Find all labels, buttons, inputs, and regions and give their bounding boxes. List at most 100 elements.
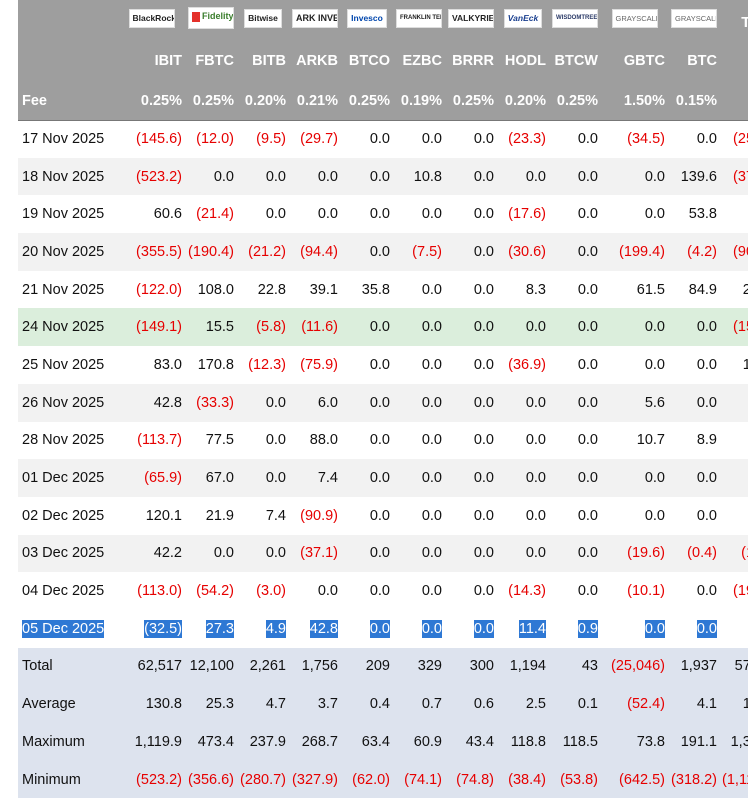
summary-cell: 237.9 — [237, 723, 289, 761]
flow-cell: 108.0 — [185, 270, 237, 309]
flow-cell: (355.5) — [118, 233, 185, 271]
flow-cell: 0.0 — [393, 120, 445, 158]
flow-cell: 0.0 — [549, 496, 601, 535]
flow-cell: 0.0 — [289, 195, 341, 234]
table-row[interactable]: 21 Nov 2025 (122.0) 108.0 22.8 39.1 35.8 0.0 0.… — [18, 270, 748, 309]
flow-cell: 0.0 — [601, 496, 668, 535]
table-row[interactable]: 17 Nov 2025 (145.6) (12.0) (9.5) (29.7) 0.0 0.… — [18, 120, 748, 158]
flow-cell: (0.4) — [668, 534, 720, 573]
table-row[interactable]: 28 Nov 2025 (113.7) 77.5 0.0 88.0 0.0 0.0 0.0 0.… — [18, 421, 748, 460]
flow-cell: (113.7) — [118, 421, 185, 460]
summary-cell: 118.8 — [497, 723, 549, 761]
flow-cell: 0.0 — [341, 120, 393, 158]
table-row[interactable]: 20 Nov 2025 (355.5) (190.4) (21.2) (94.4) 0.0… — [18, 233, 748, 271]
flow-cell: 0.0 — [601, 346, 668, 384]
summary-cell: 60.9 — [393, 723, 445, 761]
summary-cell: 25.3 — [185, 685, 237, 723]
flow-cell: 0.0 — [393, 346, 445, 384]
flow-cell: (17.6) — [497, 195, 549, 234]
flow-cell: 0.0 — [341, 534, 393, 573]
table-row[interactable]: 01 Dec 2025 (65.9) 67.0 0.0 7.4 0.0 0.0 0.0 0.0 0… — [18, 459, 748, 497]
summary-cell: 209 — [341, 647, 393, 686]
flow-cell: 0.0 — [237, 383, 289, 422]
flow-cell: 0.0 — [393, 270, 445, 309]
table-row[interactable]: 26 Nov 2025 42.8 (33.3) 0.0 6.0 0.0 0.0 0.0 0.0 0… — [18, 383, 748, 422]
table-row[interactable]: 24 Nov 2025 (149.1) 15.5 (5.8) (11.6) 0.0 0.0 0… — [18, 308, 748, 347]
flow-cell: 0.0 — [237, 421, 289, 460]
flow-cell: 7.4 — [289, 459, 341, 497]
flow-cell: 0.0 — [668, 572, 720, 610]
summary-cell: 12,100 — [185, 647, 237, 686]
flow-cell: (94.4) — [289, 233, 341, 271]
flow-cell: 88.0 — [289, 421, 341, 460]
flow-cell: 0.0 — [668, 383, 720, 422]
row-date: 18 Nov 2025 — [18, 157, 118, 196]
left-margin — [0, 0, 18, 800]
row-date: 25 Nov 2025 — [18, 346, 118, 384]
summary-label: Minimum — [18, 760, 118, 799]
flow-cell: 0.0 — [237, 157, 289, 196]
row-date: 20 Nov 2025 — [18, 233, 118, 271]
summary-cell: (74.1) — [393, 760, 445, 799]
flow-cell: 0.0 — [497, 421, 549, 460]
flow-cell: 0.0 — [445, 233, 497, 271]
table-row[interactable]: 02 Dec 2025 120.1 21.9 7.4 (90.9) 0.0 0.0 0.0 0.… — [18, 496, 748, 535]
ticker-ezbc: EZBC — [393, 40, 445, 82]
franklin-templeton-logo: FRANKLIN TEMPLETON — [396, 8, 442, 28]
summary-cell: 473.4 — [185, 723, 237, 761]
flow-cell: 170.8 — [185, 346, 237, 384]
summary-row: Minimum (523.2) (356.6) (280.7) (327.9) (62.0… — [18, 760, 748, 799]
row-total-cell: 75.4 — [720, 195, 748, 234]
row-total-cell: (903.2) — [720, 233, 748, 271]
row-total-cell: (194.6) — [720, 572, 748, 610]
flow-cell: 0.0 — [393, 308, 445, 347]
flow-cell: 0.0 — [445, 534, 497, 573]
flow-cell: (14.3) — [497, 572, 549, 610]
flow-cell: 0.0 — [393, 609, 445, 648]
summary-cell: 4.1 — [668, 685, 720, 723]
ticker-btcw: BTCW — [549, 40, 601, 82]
summary-cell: 0.4 — [341, 685, 393, 723]
flow-cell: 120.1 — [118, 496, 185, 535]
flow-cell: 0.0 — [445, 346, 497, 384]
flow-cell: 42.8 — [289, 609, 341, 648]
flow-cell: 0.0 — [341, 346, 393, 384]
row-total-cell: 58.5 — [720, 496, 748, 535]
fee-cell: 0.25% — [341, 82, 393, 121]
flow-cell: 0.0 — [497, 157, 549, 196]
flow-cell: 0.0 — [185, 534, 237, 573]
flow-cell: 0.0 — [445, 120, 497, 158]
fee-row: Fee 0.25% 0.25% 0.20% 0.21% 0.25% 0.19% … — [18, 82, 748, 121]
summary-cell: (280.7) — [237, 760, 289, 799]
flow-cell: 0.0 — [497, 308, 549, 347]
table-row[interactable]: 04 Dec 2025 (113.0) (54.2) (3.0) 0.0 0.0 0.0 0.… — [18, 572, 748, 610]
flow-cell: 0.0 — [445, 383, 497, 422]
total-column-header: Total — [720, 0, 748, 82]
summary-cell: 1,373.8 — [720, 723, 748, 761]
flow-cell: (149.1) — [118, 308, 185, 347]
table-row[interactable]: 25 Nov 2025 83.0 170.8 (12.3) (75.9) 0.0 0.0 0.… — [18, 346, 748, 384]
row-total-cell: 71.4 — [720, 421, 748, 460]
summary-cell: 1,119.9 — [118, 723, 185, 761]
table-row[interactable]: 19 Nov 2025 60.6 (21.4) 0.0 0.0 0.0 0.0 0.0 (17.… — [18, 195, 748, 234]
summary-cell: 43 — [549, 647, 601, 686]
flow-cell: (34.5) — [601, 120, 668, 158]
summary-label: Maximum — [18, 723, 118, 761]
flow-cell: (65.9) — [118, 459, 185, 497]
flow-cell: 0.0 — [549, 421, 601, 460]
fee-cell: 0.25% — [185, 82, 237, 121]
table-row[interactable]: 18 Nov 2025 (523.2) 0.0 0.0 0.0 0.0 10.8 0.0 0.0… — [18, 157, 748, 196]
flow-cell: (12.0) — [185, 120, 237, 158]
ticker-ibit: IBIT — [118, 40, 185, 82]
row-date: 04 Dec 2025 — [18, 572, 118, 610]
flow-cell: 83.0 — [118, 346, 185, 384]
summary-cell: (74.8) — [445, 760, 497, 799]
flow-cell: 35.8 — [341, 270, 393, 309]
table-row[interactable]: 05 Dec 2025 (32.5) 27.3 4.9 42.8 0.0 0.0 0.0 11.… — [18, 609, 748, 648]
flow-cell: 21.9 — [185, 496, 237, 535]
flow-cell: (54.2) — [185, 572, 237, 610]
row-total-cell: (372.8) — [720, 157, 748, 196]
summary-cell: 2.5 — [497, 685, 549, 723]
flow-cell: (145.6) — [118, 120, 185, 158]
table-row[interactable]: 03 Dec 2025 42.2 0.0 0.0 (37.1) 0.0 0.0 0.0 0.0 0… — [18, 534, 748, 573]
